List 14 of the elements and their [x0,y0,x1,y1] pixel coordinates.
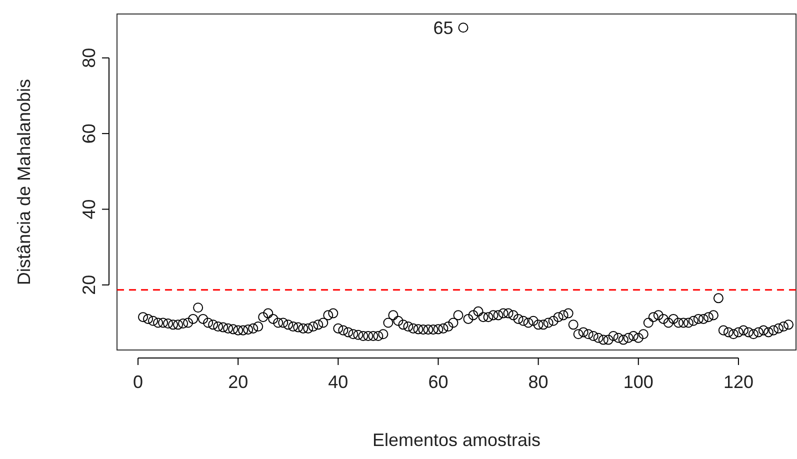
x-tick-label: 100 [623,372,654,392]
x-tick-label: 80 [528,372,548,392]
annotation: 65 [433,18,454,38]
x-tick-label: 0 [133,372,144,392]
x-tick-label: 40 [328,372,348,392]
y-tick-label: 60 [79,124,99,144]
y-tick-label: 80 [79,48,99,68]
x-axis-title: Elementos amostrais [372,430,541,450]
x-tick-label: 60 [428,372,448,392]
y-tick-label: 20 [79,274,99,295]
x-tick-label: 20 [228,372,248,392]
y-axis-title: Distância de Mahalanobis [14,78,34,286]
x-tick-label: 120 [723,372,754,392]
y-tick-label: 40 [79,199,99,220]
